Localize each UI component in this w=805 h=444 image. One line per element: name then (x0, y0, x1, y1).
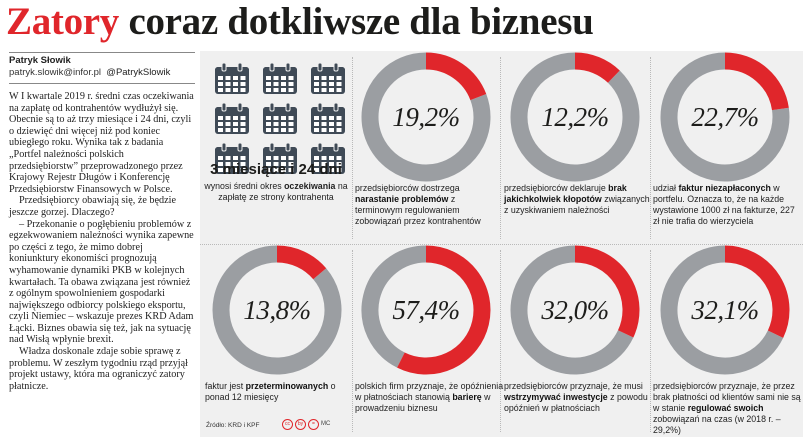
article-paragraph: – Przekonanie o pogłębieniu problemów z … (9, 218, 194, 346)
donut-remainder-slice (660, 245, 784, 375)
donut-highlight-slice (724, 52, 789, 111)
payment-wait-caption: wynosi średni okres oczekiwania na zapła… (204, 181, 348, 202)
donut-highlight-slice (724, 245, 790, 338)
donut-value-label: 12,2% (541, 101, 609, 132)
payment-wait-value: 3 miesiące i 24 dni (210, 161, 342, 178)
donut-highlight-slice (574, 52, 620, 84)
panel-divider (352, 250, 354, 432)
license-initials: MC (321, 421, 331, 427)
calendar-icon (310, 142, 346, 175)
donut-chart: 22,7% (660, 52, 790, 182)
panel-divider (352, 57, 354, 239)
donut-chart: 57,4% (361, 245, 491, 375)
calendar-icon (310, 62, 346, 95)
donut-caption: przedsiębiorców przyznaje, że przez brak… (653, 381, 801, 435)
donut-value-label: 22,7% (691, 101, 759, 132)
author-name: Patryk Słowik (9, 55, 71, 66)
panel-divider (500, 57, 502, 239)
author-rule-top (9, 52, 195, 53)
donut-remainder-slice (212, 245, 342, 375)
donut-caption: przedsiębiorców przyznaje, że musi wstrz… (504, 381, 648, 413)
donut-caption: przedsiębiorców deklaruje brak jakichkol… (504, 183, 650, 215)
donut-chart: 32,1% (660, 245, 790, 375)
donut-chart: 32,0% (510, 245, 640, 375)
panel-divider (650, 250, 652, 432)
calendar-icon (262, 62, 298, 95)
article-paragraph: W I kwartale 2019 r. średni czas oczekiw… (9, 91, 194, 195)
calendar-icon (262, 102, 298, 135)
donut-value-label: 13,8% (243, 294, 311, 325)
donut-highlight-slice (397, 245, 491, 375)
calendar-icon (262, 142, 298, 175)
donut-chart: 19,2% (361, 52, 491, 182)
donut-highlight-slice (425, 52, 487, 101)
donut-remainder-slice (510, 245, 634, 375)
donut-highlight-slice (276, 245, 327, 280)
panel-divider (500, 250, 502, 432)
source-note: Źródło: KRD i KPF (206, 422, 260, 429)
headline: Zatory coraz dotkliwsze dla biznesu (6, 0, 594, 44)
cc-icon: cc (282, 418, 293, 430)
donut-value-label: 32,1% (691, 294, 759, 325)
donut-value-label: 57,4% (392, 294, 460, 325)
article-paragraph: Władza doskonale zdaje sobie sprawę z pr… (9, 346, 188, 392)
donut-caption: polskich firm przyznaje, że opóźnienia w… (355, 381, 504, 413)
panel-divider (650, 57, 652, 239)
headline-accent: Zatory (6, 0, 120, 43)
donut-chart: 13,8% (212, 245, 342, 375)
headline-rest: coraz dotkliwsze dla biznesu (119, 0, 594, 43)
calendar-icons (214, 62, 349, 175)
nd-icon: = (308, 418, 319, 430)
donut-remainder-slice (361, 245, 427, 368)
donut-remainder-slice (361, 52, 491, 182)
donut-value-label: 32,0% (541, 294, 609, 325)
donut-value-label: 19,2% (392, 101, 460, 132)
article-paragraph: Przedsiębiorcy obawiają się, że będzie j… (9, 195, 176, 218)
author-block: Patryk Słowik patryk.slowik@infor.pl @Pa… (9, 55, 170, 79)
by-icon: by (295, 418, 306, 430)
donut-caption: udział faktur niezapłaconych w portfelu.… (653, 183, 795, 226)
donut-caption: faktur jest przeterminowanych o ponad 12… (205, 381, 336, 402)
panel-divider-horizontal (200, 244, 803, 246)
author-email[interactable]: patryk.slowik@infor.pl (9, 67, 102, 78)
donut-highlight-slice (574, 245, 640, 338)
calendar-icon (214, 142, 250, 175)
article-body: W I kwartale 2019 r. średni czas oczekiw… (9, 91, 195, 392)
calendar-icon (214, 62, 250, 95)
donut-caption: przedsiębiorców dostrzega narastanie pro… (355, 183, 481, 226)
donut-chart: 12,2% (510, 52, 640, 182)
donut-remainder-slice (660, 52, 790, 182)
author-rule-bottom (9, 83, 195, 84)
calendar-icon (214, 102, 250, 135)
calendar-icon (310, 102, 346, 135)
license-badges: cc by = MC (282, 418, 330, 430)
author-handle[interactable]: @PatrykSlowik (106, 67, 171, 78)
donut-remainder-slice (510, 52, 640, 182)
